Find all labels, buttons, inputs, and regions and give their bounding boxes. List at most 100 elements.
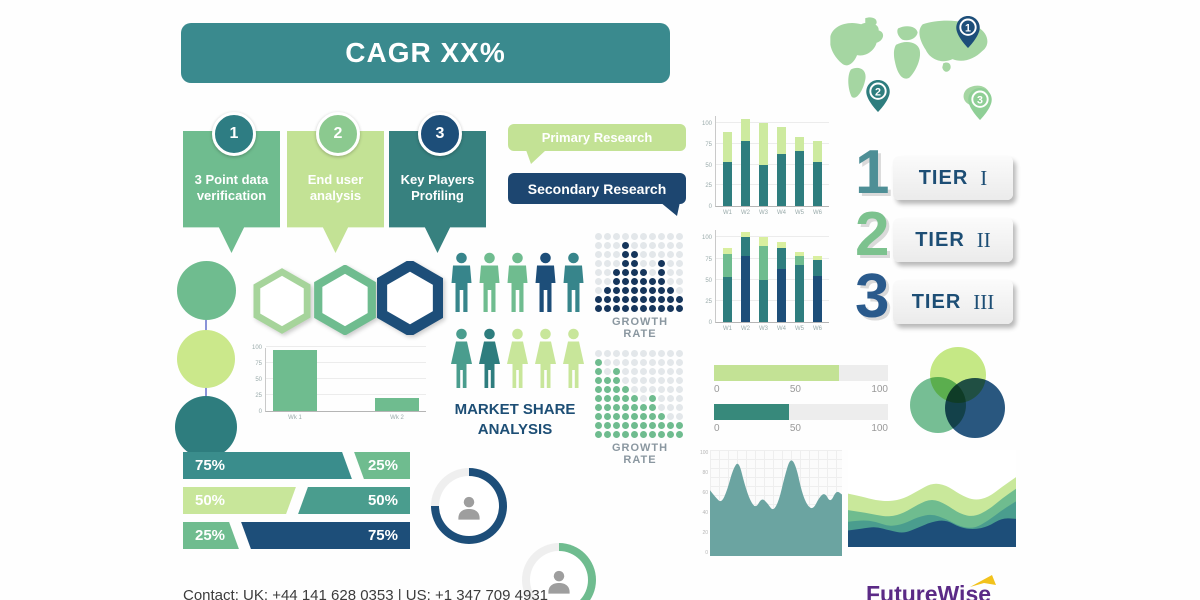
dot bbox=[631, 287, 638, 294]
area-teal-svg bbox=[710, 460, 842, 556]
dot bbox=[640, 359, 647, 366]
bar-group: W2 bbox=[741, 230, 750, 332]
process-circle-3 bbox=[175, 396, 237, 458]
dot bbox=[667, 359, 674, 366]
dot bbox=[649, 287, 656, 294]
dot bbox=[667, 413, 674, 420]
dot bbox=[676, 404, 683, 411]
process-circle-2 bbox=[177, 330, 235, 388]
y-tick-label: 25 bbox=[705, 183, 712, 190]
dot bbox=[622, 269, 629, 276]
growth-rate-label: GROWTH RATE bbox=[611, 442, 669, 466]
dot bbox=[658, 233, 665, 240]
dot bbox=[676, 395, 683, 402]
dot-row bbox=[595, 260, 695, 267]
bar-group: W5 bbox=[795, 230, 804, 332]
dot bbox=[676, 233, 683, 240]
tier-item-1: 1 TIER I bbox=[855, 142, 1025, 204]
dot bbox=[622, 305, 629, 312]
dot-row bbox=[595, 350, 695, 357]
x-tick-label: W1 bbox=[723, 210, 732, 216]
dot bbox=[604, 377, 611, 384]
bar-segment bbox=[795, 265, 804, 322]
area-y-tick: 0 bbox=[705, 550, 708, 556]
dot bbox=[622, 395, 629, 402]
completion-ring-50 bbox=[522, 543, 596, 600]
bar-group: W1 bbox=[723, 230, 732, 332]
tier-number: 3 bbox=[855, 262, 890, 331]
ring-core bbox=[530, 551, 588, 600]
split-bar-75-25: 75% 25% bbox=[183, 450, 410, 481]
dot bbox=[667, 242, 674, 249]
dot bbox=[622, 386, 629, 393]
hexagon-1 bbox=[253, 268, 311, 334]
bar-segment bbox=[723, 247, 732, 255]
ribbon-number-badge: 2 bbox=[316, 112, 360, 156]
dot-row bbox=[595, 377, 695, 384]
dot bbox=[595, 233, 602, 240]
chart-plot: Wk 1 Wk 2 bbox=[265, 346, 426, 421]
venn-diagram bbox=[900, 345, 1020, 450]
bar-segment bbox=[795, 256, 804, 266]
world-map-graphic bbox=[830, 17, 990, 107]
dot bbox=[595, 287, 602, 294]
person-female-icon bbox=[507, 328, 528, 388]
stacked-bar bbox=[723, 247, 732, 322]
person-bust-icon bbox=[458, 496, 480, 520]
dot bbox=[667, 377, 674, 384]
pin-ring bbox=[959, 18, 977, 36]
x-tick-label: W2 bbox=[741, 326, 750, 332]
bar-segment bbox=[741, 256, 750, 322]
dot bbox=[631, 431, 638, 438]
dot-row bbox=[595, 287, 695, 294]
dot bbox=[667, 305, 674, 312]
dot bbox=[595, 278, 602, 285]
dot bbox=[667, 233, 674, 240]
stacked-bar bbox=[741, 231, 750, 322]
x-tick-label: W3 bbox=[759, 326, 768, 332]
dot bbox=[631, 278, 638, 285]
scale-label: 0 bbox=[714, 423, 720, 434]
dot bbox=[649, 395, 656, 402]
bar-segment bbox=[813, 260, 822, 277]
dot bbox=[604, 413, 611, 420]
person-bust-icon bbox=[548, 570, 570, 594]
dot bbox=[667, 269, 674, 276]
dot bbox=[613, 413, 620, 420]
dot bbox=[595, 269, 602, 276]
bubble-tail bbox=[526, 150, 546, 164]
dot bbox=[613, 404, 620, 411]
dot-row bbox=[595, 242, 695, 249]
dot bbox=[640, 350, 647, 357]
bar-segment bbox=[741, 231, 750, 238]
bar-segment bbox=[741, 119, 750, 142]
pin-shape bbox=[956, 16, 980, 48]
person-female-icon bbox=[479, 328, 500, 388]
dot bbox=[676, 431, 683, 438]
progress-fill bbox=[714, 404, 789, 420]
dot bbox=[667, 296, 674, 303]
badge-number: 1 bbox=[229, 125, 239, 142]
progress-bars: 0 50 100 0 50 100 bbox=[714, 365, 888, 443]
progress-scale: 0 50 100 bbox=[714, 423, 888, 434]
dot bbox=[613, 368, 620, 375]
stacked-bar bbox=[759, 123, 768, 206]
dot bbox=[649, 422, 656, 429]
dot bbox=[622, 359, 629, 366]
area-y-tick: 80 bbox=[702, 470, 708, 476]
dot bbox=[676, 278, 683, 285]
dot bbox=[658, 413, 665, 420]
hexagon-2 bbox=[314, 265, 376, 335]
tier-number: 1 bbox=[855, 138, 890, 207]
dot-row bbox=[595, 404, 695, 411]
gridline bbox=[266, 346, 426, 347]
dot bbox=[676, 386, 683, 393]
dot bbox=[613, 305, 620, 312]
dot bbox=[631, 305, 638, 312]
dot bbox=[676, 269, 683, 276]
chart-plot: W1 W2 W3 W4 W5 W6 bbox=[715, 230, 829, 332]
y-tick-label: 75 bbox=[255, 361, 262, 367]
stacked-bar bbox=[813, 256, 822, 322]
chart-plot: W1 W2 W3 W4 W5 W6 bbox=[715, 116, 829, 216]
dot bbox=[622, 413, 629, 420]
